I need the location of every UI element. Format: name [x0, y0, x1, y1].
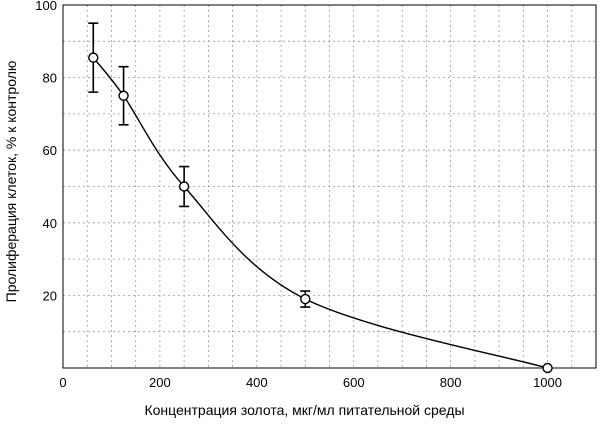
data-point [300, 293, 311, 305]
x-tick-label: 0 [59, 375, 66, 390]
x-tick-label: 800 [440, 375, 462, 390]
grid [63, 5, 596, 368]
plot-frame [62, 4, 597, 369]
y-tick-label: 80 [43, 71, 57, 86]
x-tick-label: 200 [149, 375, 171, 390]
y-tick-label: 60 [43, 143, 57, 158]
series-line [92, 57, 548, 369]
x-axis-label: Концентрация золота, мкг/мл питательной … [144, 402, 464, 418]
data-point [178, 181, 190, 192]
y-tick-label: 100 [35, 0, 57, 13]
error-bars [88, 22, 311, 308]
y-tick-labels: 20 40 60 80 100 [35, 0, 57, 303]
y-axis-label: Пролиферация клеток, % к контролю [3, 61, 19, 303]
x-tick-label: 400 [246, 375, 268, 390]
data-point [542, 362, 553, 374]
x-tick-label: 1000 [533, 375, 562, 390]
curve-layer [92, 57, 548, 369]
data-point [88, 52, 99, 63]
y-tick-label: 20 [43, 288, 57, 303]
data-point [118, 90, 129, 101]
data-points [88, 52, 553, 374]
x-tick-labels: 0 200 400 600 800 1000 [59, 375, 562, 390]
y-tick-label: 40 [43, 216, 57, 231]
x-tick-label: 600 [343, 375, 365, 390]
